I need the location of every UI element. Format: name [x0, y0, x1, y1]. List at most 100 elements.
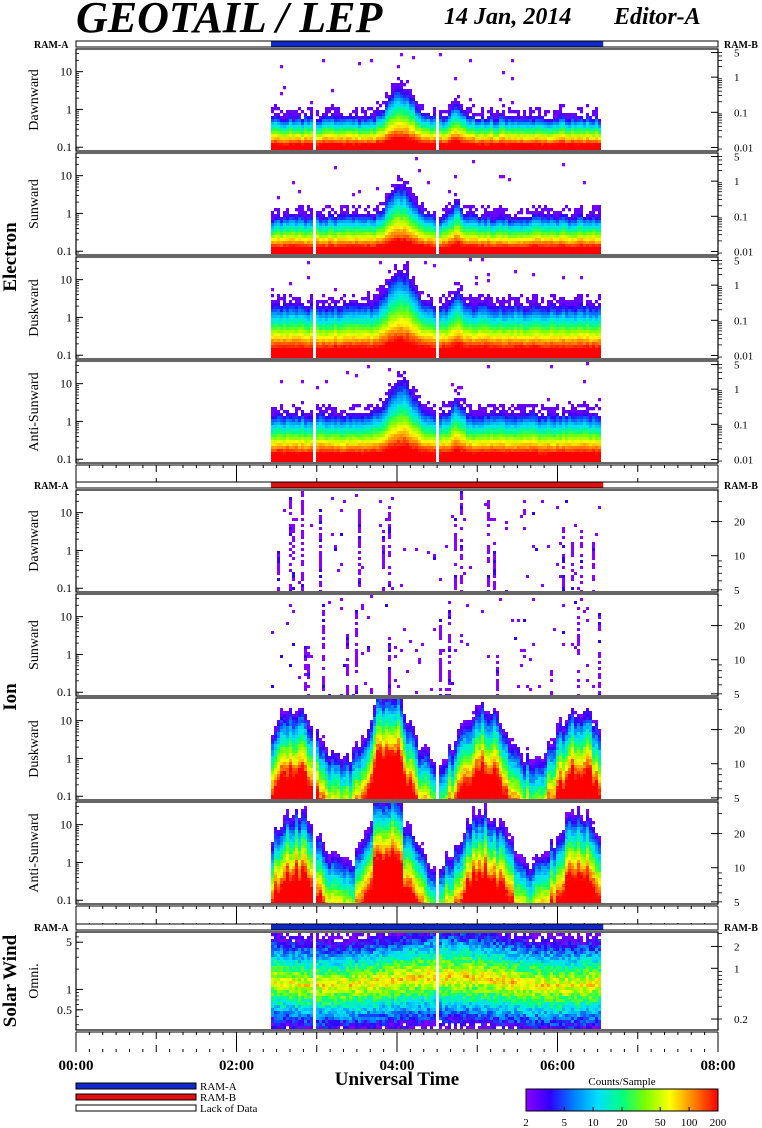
spectrogram-cell: [322, 294, 326, 298]
spectrogram-cell: [316, 229, 320, 233]
spectrogram-cell: [364, 241, 368, 245]
spectrogram-cell: [532, 250, 536, 254]
spectrogram-cell: [562, 232, 566, 236]
spectrogram-cell: [355, 309, 359, 313]
spectrogram-cell: [550, 241, 554, 245]
spectrogram-cell: [589, 232, 593, 236]
spectrogram-cell: [316, 119, 320, 123]
spectrogram-cell: [304, 143, 308, 147]
spectrogram-cell: [385, 294, 389, 298]
spectrogram-cell: [361, 351, 365, 355]
spectrogram-cell: [388, 241, 392, 245]
spectrogram-cell: [307, 336, 311, 340]
spectrogram-cell: [403, 253, 407, 254]
spectrogram-cell: [310, 116, 314, 120]
spectrogram-cell: [403, 98, 407, 102]
spectrogram-cell: [322, 134, 326, 138]
spectrogram-cell: [520, 223, 524, 227]
spectrogram-cell: [310, 345, 314, 349]
spectrogram-cell: [340, 226, 344, 230]
spectrogram-cell: [592, 208, 596, 212]
spectrogram-cell: [292, 303, 296, 307]
spectrogram-cell: [397, 357, 401, 358]
spectrogram-cell: [511, 77, 515, 81]
spectrogram-cell: [469, 342, 473, 346]
spectrogram-cell: [391, 300, 395, 304]
spectrogram-cell: [274, 214, 278, 218]
spectrogram-cell: [283, 253, 287, 254]
spectrogram-cell: [382, 125, 386, 129]
spectrogram-cell: [397, 250, 401, 254]
spectrogram-cell: [457, 297, 461, 301]
spectrogram-cell: [397, 330, 401, 334]
spectrogram-cell: [397, 140, 401, 144]
spectrogram-cell: [523, 122, 527, 126]
spectrogram-cell: [376, 226, 380, 230]
spectrogram-cell: [391, 208, 395, 212]
spectrogram-cell: [346, 250, 350, 254]
spectrogram-cell: [325, 241, 329, 245]
spectrogram-cell: [568, 217, 572, 221]
spectrogram-cell: [397, 342, 401, 346]
spectrogram-cell: [427, 354, 431, 358]
spectrogram-cell: [586, 238, 590, 242]
spectrogram-cell: [409, 199, 413, 203]
spectrogram-cell: [448, 131, 452, 135]
spectrogram-cell: [370, 149, 374, 150]
spectrogram-cell: [406, 321, 410, 325]
spectrogram-cell: [403, 342, 407, 346]
spectrogram-cell: [598, 253, 602, 254]
spectrogram-cell: [526, 122, 530, 126]
spectrogram-cell: [556, 241, 560, 245]
spectrogram-cell: [385, 235, 389, 239]
spectrogram-cell: [340, 351, 344, 355]
spectrogram-cell: [547, 217, 551, 221]
spectrogram-cell: [466, 113, 470, 117]
spectrogram-cell: [283, 244, 287, 248]
spectrogram-cell: [532, 149, 536, 150]
spectrogram-cell: [292, 235, 296, 239]
spectrogram-cell: [556, 149, 560, 150]
spectrogram-cell: [490, 250, 494, 254]
spectrogram-cell: [349, 309, 353, 313]
spectrogram-cell: [595, 149, 599, 150]
spectrogram-cell: [358, 321, 362, 325]
spectrogram-cell: [523, 238, 527, 242]
spectrogram-cell: [388, 348, 392, 352]
spectrogram-cell: [283, 321, 287, 325]
spectrogram-cell: [418, 244, 422, 248]
spectrogram-cell: [577, 220, 581, 224]
spectrogram-cell: [340, 208, 344, 212]
spectrogram-cell: [418, 336, 422, 340]
spectrogram-cell: [379, 351, 383, 355]
spectrogram-cell: [595, 128, 599, 132]
spectrogram-cell: [337, 357, 341, 358]
spectrogram-cell: [382, 235, 386, 239]
spectrogram-cell: [439, 119, 443, 123]
spectrogram-cell: [412, 140, 416, 144]
spectrogram-cell: [430, 241, 434, 245]
spectrogram-cell: [364, 250, 368, 254]
spectrogram-cell: [454, 208, 458, 212]
spectrogram-cell: [472, 125, 476, 129]
spectrogram-cell: [277, 113, 281, 117]
spectrogram-cell: [568, 149, 572, 150]
spectrogram-cell: [406, 199, 410, 203]
spectrogram-cell: [277, 342, 281, 346]
spectrogram-cell: [331, 119, 335, 123]
spectrogram-cell: [319, 333, 323, 337]
spectrogram-cell: [331, 330, 335, 334]
spectrogram-cell: [463, 110, 467, 114]
spectrogram-cell: [460, 297, 464, 301]
spectrogram-cell: [580, 220, 584, 224]
spectrogram-cell: [319, 247, 323, 251]
spectrogram-cell: [448, 214, 452, 218]
spectrogram-cell: [364, 339, 368, 343]
spectrogram-cell: [412, 342, 416, 346]
spectrogram-cell: [307, 244, 311, 248]
spectrogram-cell: [439, 238, 443, 242]
spectrogram-cell: [544, 143, 548, 147]
spectrogram-cell: [457, 137, 461, 141]
spectrogram-cell: [448, 190, 452, 194]
spectrogram-cell: [418, 104, 422, 108]
